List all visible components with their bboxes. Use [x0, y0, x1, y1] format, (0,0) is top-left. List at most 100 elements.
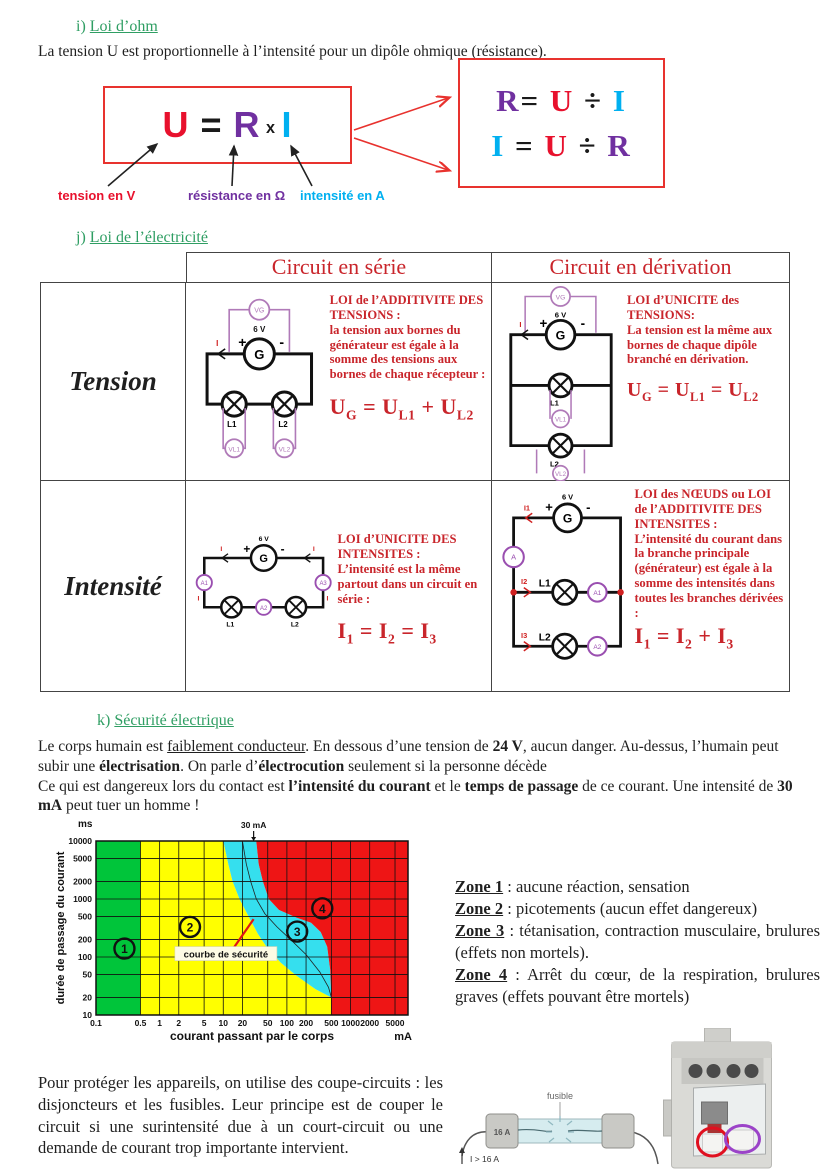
- zone-descriptions: Zone 1 : aucune réaction, sensation Zone…: [455, 876, 820, 1008]
- y-unit-label: ms: [78, 819, 93, 830]
- svg-text:50: 50: [263, 1018, 273, 1028]
- section-heading-electricite: j) Loi de l’électricité: [76, 229, 208, 246]
- svg-text:6 V: 6 V: [259, 536, 270, 543]
- fork-arrows: [353, 88, 458, 180]
- svg-text:L1: L1: [226, 622, 234, 629]
- svg-text:A2: A2: [593, 644, 601, 651]
- svg-text:I: I: [197, 595, 199, 602]
- zone-marker: [178, 915, 202, 939]
- cell-intensite-derivation: 6 V G + - I1 A I2 L1 A1 I3: [492, 481, 790, 692]
- arrow-tension: [107, 142, 159, 187]
- cell-tension-serie: VG 6 V G + - I L1 L2 VL1: [186, 282, 492, 481]
- svg-text:500: 500: [78, 911, 92, 921]
- formula-tension-serie: UG = UL1 + UL2: [329, 394, 474, 423]
- fuse-caption: fusible: [547, 1091, 573, 1101]
- safety-curve-label: courbe de sécurité: [184, 950, 268, 961]
- ohm-arrows-figure: [107, 142, 313, 187]
- svg-text:-: -: [586, 499, 590, 514]
- svg-text:+: +: [238, 334, 246, 350]
- fuse-rating: 16 A: [494, 1128, 511, 1137]
- svg-text:6 V: 6 V: [555, 311, 567, 320]
- svg-text:20: 20: [238, 1018, 248, 1028]
- spark-icon: [546, 1116, 574, 1143]
- up-arrow-icon: [459, 1147, 465, 1153]
- law-unicite-tensions: LOI d’UNICITE des TENSIONS: La tension es…: [627, 293, 773, 367]
- svg-text:A3: A3: [319, 581, 327, 587]
- svg-text:I: I: [326, 595, 328, 602]
- ohm-formula: U = R x I: [162, 104, 293, 145]
- safety-pointer-line: [231, 918, 255, 951]
- svg-text:A1: A1: [593, 590, 601, 597]
- label-resistance: résistance en Ω: [188, 188, 286, 203]
- svg-text:I: I: [220, 546, 222, 553]
- svg-text:A2: A2: [260, 606, 267, 612]
- formula-i: I = U ÷ R: [491, 128, 632, 163]
- circuit-derivation-tension: VG 6 V G + - I L1 VL1 L2: [509, 286, 613, 481]
- svg-text:3: 3: [294, 925, 301, 939]
- ohm-formula-box: U = R x I: [103, 86, 352, 164]
- circuit-breaker-illustration: [663, 1028, 772, 1169]
- circuit-derivation-intensite: 6 V G + - I1 A I2 L1 A1 I3: [502, 492, 624, 660]
- safety-chart-svg: 0.1 0.5 1 2 5 10 20 50 100 200 500 1000 2000 50001020…: [55, 819, 412, 1043]
- col-header-derivation: Circuit en dérivation: [492, 252, 790, 282]
- svg-text:0.1: 0.1: [90, 1018, 102, 1028]
- annotation-30ma: 30 mA: [241, 820, 267, 830]
- fuse-condition: I > 16 A: [470, 1154, 499, 1164]
- svg-text:G: G: [563, 512, 572, 526]
- label-tension: tension en V: [58, 188, 136, 203]
- svg-text:10: 10: [83, 1010, 93, 1020]
- x-axis-label: courant passant par le corps: [170, 1029, 334, 1043]
- zone4-description: Zone 4 : Arrêt du cœur, de la respiratio…: [455, 964, 825, 1006]
- svg-text:1: 1: [121, 942, 128, 956]
- svg-text:I1: I1: [524, 503, 530, 512]
- zone2-description: Zone 2 : picotements (aucun effet danger…: [455, 898, 758, 918]
- zone-marker: [113, 937, 136, 960]
- cell-tension-derivation: VG 6 V G + - I L1 VL1 L2: [492, 282, 790, 481]
- formula-tension-derivation: UG = UL1 = UL2: [627, 379, 759, 405]
- y-axis-label: durée de passage du courant: [55, 851, 67, 1004]
- svg-text:2000: 2000: [360, 1018, 379, 1028]
- zone-marker: [285, 920, 309, 943]
- svg-text:10000: 10000: [68, 836, 92, 846]
- svg-text:50: 50: [83, 969, 93, 979]
- svg-text:L1: L1: [227, 420, 237, 429]
- svg-text:-: -: [281, 542, 285, 556]
- svg-text:I: I: [519, 320, 521, 329]
- zone1-area: [96, 841, 141, 1015]
- svg-text:2: 2: [187, 920, 194, 934]
- svg-text:VL2: VL2: [279, 446, 291, 453]
- svg-text:6 V: 6 V: [253, 325, 266, 334]
- svg-text:+: +: [539, 316, 547, 331]
- law-additivite-tensions: LOI de l’ADDITIVITE DES TENSIONS : la te…: [329, 293, 486, 382]
- formula-r: R= U ÷ I: [496, 83, 627, 118]
- svg-text:G: G: [254, 347, 264, 362]
- svg-text:2: 2: [176, 1018, 181, 1028]
- svg-text:200: 200: [78, 935, 92, 945]
- svg-text:1000: 1000: [73, 894, 92, 904]
- svg-text:-: -: [581, 316, 585, 331]
- table-corner-empty: [40, 252, 186, 282]
- arrow-intensite: [290, 144, 313, 187]
- svg-text:A: A: [511, 553, 516, 562]
- circuit-serie-tension: VG 6 V G + - I L1 L2 VL1: [205, 298, 314, 459]
- svg-text:VL2: VL2: [555, 471, 567, 478]
- mid-safety-curve: [242, 840, 332, 998]
- svg-text:L2: L2: [291, 622, 299, 629]
- svg-text:VG: VG: [254, 308, 264, 315]
- formula-intensite-serie: I1 = I2 = I3: [337, 618, 437, 647]
- arrow-resistance: [228, 144, 239, 187]
- circuits-table: Circuit en série Circuit en dérivation T…: [40, 252, 790, 692]
- x-unit-label: mA: [394, 1031, 412, 1043]
- law-unicite-intensites: LOI d’UNICITE DES INTENSITES : L’intensit…: [337, 532, 478, 606]
- svg-text:5: 5: [202, 1018, 207, 1028]
- svg-text:4: 4: [319, 902, 326, 916]
- row-header-tension: Tension: [40, 282, 186, 481]
- ohm-intro-text: La tension U est proportionnelle à l’int…: [38, 43, 547, 60]
- svg-text:5000: 5000: [386, 1018, 405, 1028]
- row-header-intensite: Intensité: [40, 481, 186, 692]
- svg-text:L2: L2: [278, 420, 288, 429]
- svg-text:I3: I3: [521, 631, 527, 640]
- svg-text:1: 1: [157, 1018, 162, 1028]
- svg-text:L1: L1: [550, 398, 560, 407]
